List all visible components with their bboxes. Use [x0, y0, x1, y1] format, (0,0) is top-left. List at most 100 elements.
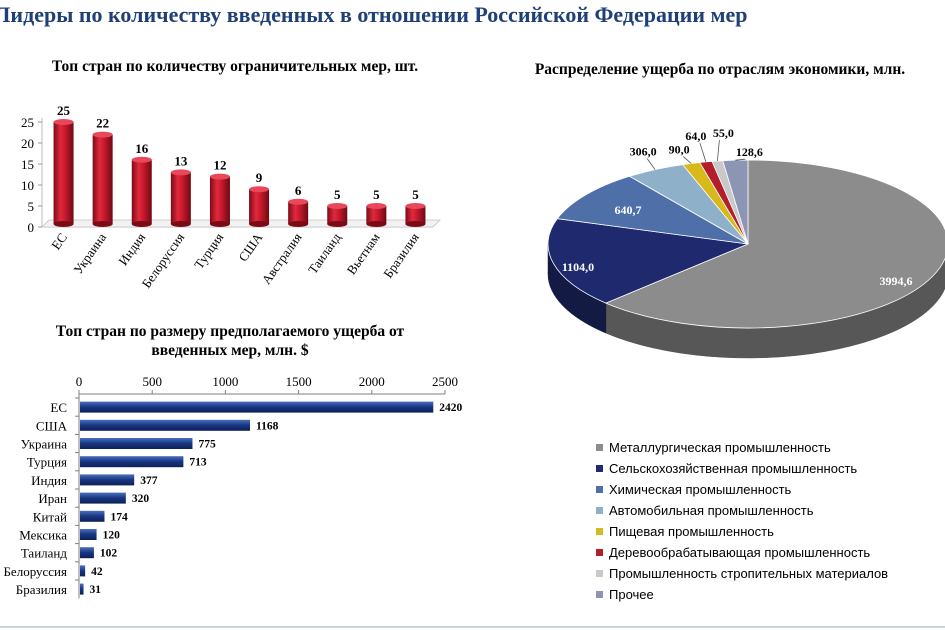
- pie-legend: Металлургическая промышленность Сельскохо…: [596, 437, 888, 605]
- chart1-data-label: 6: [295, 183, 302, 198]
- chart1-data-label: 5: [373, 187, 380, 202]
- pie-slice: [556, 175, 749, 245]
- chart1-category-label: ЕС: [48, 230, 70, 252]
- chart2-category-label: Украина: [21, 437, 68, 452]
- legend-label: Промышленность стропительных материалов: [609, 566, 889, 581]
- legend-swatch: [596, 549, 603, 556]
- damage-chart-title: Топ стран по размеру предполагаемого уще…: [55, 323, 405, 359]
- chart2-data-label: 713: [189, 457, 207, 469]
- chart2-data-label: 120: [103, 530, 121, 542]
- pie-leader-line: [735, 158, 746, 161]
- chart2-bar: [80, 456, 184, 468]
- legend-label: Химическая промышленность: [609, 482, 792, 497]
- chart2-bar: [80, 419, 250, 431]
- pie-slice: [604, 159, 945, 329]
- chart2-data-label: 102: [100, 548, 118, 560]
- chart1-bar: [92, 131, 113, 227]
- legend-swatch: [596, 528, 603, 535]
- pie-slice: [547, 218, 750, 304]
- chart2-xtick-label: 2000: [359, 374, 385, 389]
- legend-label: Пищевая промышленность: [609, 524, 774, 539]
- chart1-bar: [249, 186, 270, 227]
- legend-swatch: [596, 444, 603, 451]
- chart2-category-label: Индия: [31, 473, 67, 488]
- chart2-data-label: 174: [110, 511, 128, 523]
- pie-data-label: 64,0: [685, 129, 706, 143]
- chart2-category-label: Таиланд: [21, 546, 68, 561]
- chart2-category-label: Белоруссия: [3, 564, 67, 579]
- chart2-category-label: Турция: [27, 455, 67, 470]
- legend-label: Автомобильная промышленность: [609, 503, 814, 518]
- chart2-data-label: 2420: [439, 402, 462, 414]
- pie-data-label: 1104,0: [562, 260, 594, 274]
- pie-leader-line: [646, 158, 656, 170]
- pie-data-label: 3994,6: [880, 274, 913, 288]
- chart1-data-label: 25: [57, 103, 71, 118]
- pie-legend-item: Сельскохозяйственная промышленность: [596, 458, 888, 479]
- pie-legend-item: Автомобильная промышленность: [596, 500, 888, 521]
- pie-data-label: 640,7: [615, 203, 642, 217]
- pie-legend-item: Пищевая промышленность: [596, 521, 888, 542]
- pie-data-label: 128,6: [736, 145, 763, 159]
- chart2-xtick-label: 2500: [432, 374, 458, 389]
- chart2-data-label: 377: [140, 475, 158, 487]
- chart1-category-label: Турция: [191, 230, 226, 272]
- chart1-data-label: 5: [412, 187, 419, 202]
- damage-chart: 0 500 1000 1500 2000 2500 2420 ЕС 1168 США 775 Укра…: [3, 374, 463, 599]
- chart2-xtick-label: 0: [76, 374, 83, 389]
- chart2-data-label: 1168: [256, 420, 279, 432]
- chart1-ytick-label: 0: [28, 220, 35, 235]
- chart2-data-label: 42: [91, 566, 103, 578]
- pie-leader-line: [699, 142, 707, 163]
- chart2-category-label: Иран: [38, 491, 67, 506]
- chart2-category-label: Китай: [33, 509, 67, 524]
- pie-data-label: 306,0: [630, 145, 657, 159]
- chart1-data-label: 12: [213, 158, 226, 173]
- legend-swatch: [596, 486, 603, 493]
- chart1-ytick-label: 10: [21, 178, 34, 193]
- pie-leader-line: [682, 156, 692, 164]
- chart2-bar: [80, 547, 94, 559]
- pie-legend-item: Химическая промышленность: [596, 479, 888, 500]
- chart1-bar: [405, 203, 426, 227]
- chart1-bar: [170, 169, 191, 227]
- chart2-category-label: ЕС: [50, 400, 67, 415]
- legend-swatch: [596, 570, 603, 577]
- chart1-category-label: Бразилия: [380, 230, 422, 281]
- industry-pie-title: Распределение ущерба по отраслям экономи…: [534, 61, 906, 78]
- chart2-category-label: Мексика: [19, 528, 67, 543]
- chart1-bar: [288, 198, 309, 227]
- chart2-bar: [80, 565, 86, 577]
- chart1-ytick-label: 25: [21, 115, 34, 130]
- pie-data-label: 55,0: [713, 126, 734, 140]
- chart2-category-label: Бразилия: [16, 582, 67, 597]
- chart1-bar: [209, 173, 230, 227]
- chart2-xtick-label: 1000: [212, 374, 238, 389]
- chart1-ytick-label: 15: [21, 157, 34, 172]
- chart2-bar: [80, 529, 97, 540]
- page-title: Лидеры по количеству введенных в отношен…: [0, 2, 748, 27]
- chart2-data-label: 320: [132, 493, 150, 505]
- chart2-bar: [80, 474, 135, 486]
- legend-label: Сельскохозяйственная промышленность: [609, 461, 858, 476]
- pie-legend-item: Прочее: [596, 584, 888, 605]
- restrictions-chart: 051015202525ЕС22Украина16Индия13Белорусс…: [21, 103, 441, 291]
- chart1-data-label: 9: [256, 170, 263, 185]
- chart2-bar: [80, 583, 84, 595]
- legend-label: Деревообрабатывающая промышленность: [609, 545, 871, 560]
- chart1-data-label: 22: [96, 116, 109, 131]
- chart1-ytick-label: 20: [21, 136, 34, 151]
- chart1-bar: [327, 203, 348, 227]
- chart2-bar: [80, 401, 434, 413]
- pie-legend-item: Металлургическая промышленность: [596, 437, 888, 458]
- pie-legend-item: Промышленность стропительных материалов: [596, 563, 888, 584]
- chart1-category-label: Австралия: [259, 230, 305, 287]
- chart2-xtick-label: 500: [142, 374, 162, 389]
- chart1-category-label: Вьетнам: [344, 230, 383, 277]
- chart1-bar: [131, 156, 152, 227]
- chart1-bar: [53, 119, 74, 227]
- chart2-data-label: 31: [90, 584, 102, 596]
- chart2-bar: [80, 510, 105, 522]
